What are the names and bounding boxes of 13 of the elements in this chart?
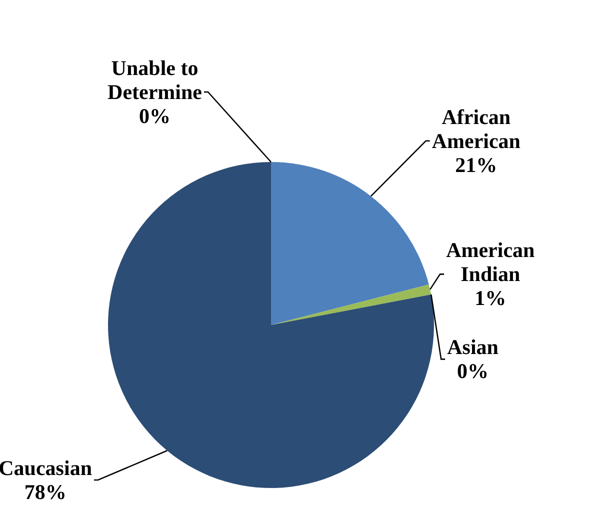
slice-label: African American	[432, 104, 521, 153]
category-label: Unable to Determine	[108, 56, 202, 104]
text: 0%	[457, 359, 489, 384]
pie-slice	[271, 284, 432, 325]
slice-label: Caucasian	[0, 456, 92, 480]
slice-label: American Indian	[446, 238, 536, 286]
data-label: 1%	[474, 286, 506, 310]
text: 0%	[139, 104, 171, 128]
pie-slice	[271, 162, 429, 325]
data-label: 21%	[455, 152, 498, 177]
pie-slice	[108, 162, 434, 488]
category-label: Asian	[447, 335, 498, 360]
data-label: 78%	[24, 480, 66, 504]
